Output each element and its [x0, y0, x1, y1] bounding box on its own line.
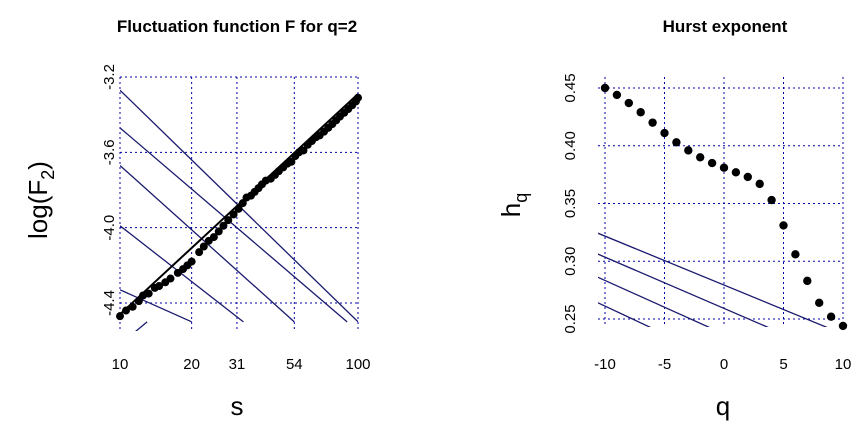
chart2-xtick-label-4: 10 [835, 356, 852, 373]
chart2-xtick-label-0: -10 [594, 356, 616, 373]
chart2-point-17 [803, 276, 812, 286]
chart2-point-12 [743, 172, 752, 182]
chart2-reference-line-1 [598, 253, 769, 327]
chart2-point-11 [731, 168, 741, 177]
chart1-point-22 [234, 204, 243, 213]
chart1-ylabel: log(F2) [23, 161, 58, 239]
chart1-point-3 [134, 297, 143, 306]
chart2-point-8 [696, 153, 705, 162]
chart2-reference-line-2 [598, 276, 710, 327]
chart2-ytick-label-1: 0.30 [562, 247, 579, 276]
chart1-point-21 [229, 210, 238, 219]
chart1-point-9 [166, 274, 175, 283]
chart1-xtick-label-3: 54 [286, 356, 303, 373]
chart1-point-7 [155, 282, 164, 291]
chart2-reference-line-0 [598, 232, 828, 327]
chart1-point-0 [116, 312, 124, 321]
chart1-reference-line-5 [135, 321, 148, 331]
chart2-xtick-label-1: -5 [658, 356, 671, 373]
chart1-point-14 [195, 248, 204, 257]
chart2-reference-lines [593, 232, 828, 334]
chart1-reference-line-1 [120, 127, 348, 323]
chart2-title: Hurst exponent [663, 17, 788, 36]
chart1-ytick-label-3: -3.2 [101, 64, 118, 90]
chart2-ylabel-base: h [496, 203, 526, 217]
chart2-point-3 [636, 108, 645, 117]
chart1-xtick-label-0: 10 [112, 356, 129, 373]
chart1-point-2 [128, 302, 137, 311]
chart1-point-18 [214, 227, 223, 236]
chart2-ytick-label-2: 0.35 [562, 189, 579, 218]
chart2-ytick-label-0: 0.25 [562, 304, 579, 333]
chart1-point-19 [219, 221, 228, 230]
chart1-point-20 [224, 216, 233, 225]
chart2-reference-line-3 [598, 302, 652, 327]
chart1-xtick-label-2: 31 [229, 356, 246, 373]
chart1-point-15 [199, 242, 208, 251]
chart1-point-13 [187, 257, 196, 266]
chart1-ylabel-base: log(F [23, 180, 53, 239]
chart1-point-23 [238, 199, 247, 208]
chart2-xtick-label-3: 5 [779, 356, 787, 373]
chart1-ylabel-sub: 2 [38, 170, 58, 180]
chart2-plot: -10 -5 0 5 10 0.25 0.30 0.35 0.40 0.45 [562, 73, 851, 373]
chart1-plot: 10 20 31 54 100 -4.4 -4.0 -3.6 -3.2 [101, 64, 371, 373]
chart2-ytick-label-4: 0.45 [562, 73, 579, 102]
chart2-point-2 [624, 98, 633, 108]
chart2-point-4 [648, 118, 657, 127]
chart2-point-0 [600, 83, 610, 93]
chart1-xlabel: s [231, 391, 244, 421]
chart2-point-14 [767, 195, 776, 205]
chart1-point-17 [209, 233, 218, 242]
chart1-xtick-label-4: 100 [345, 356, 370, 373]
chart1-ytick-label-2: -3.6 [101, 139, 118, 165]
chart2-point-13 [755, 179, 764, 189]
chart1-point-35 [287, 157, 296, 166]
chart1-point-5 [144, 289, 153, 298]
chart1-point-38 [299, 146, 308, 155]
chart2-point-15 [779, 221, 788, 230]
chart2-xlabel: q [716, 391, 730, 421]
chart1-ytick-label-1: -4.0 [101, 215, 118, 241]
chart1-point-1 [122, 306, 131, 315]
chart2-point-1 [612, 90, 622, 100]
chart2-point-6 [672, 138, 681, 147]
chart2-point-20 [838, 321, 848, 331]
chart2-reference-line-4 [593, 326, 605, 334]
chart2-ylabel-sub: q [511, 193, 531, 203]
chart1-xtick-label-1: 20 [183, 356, 200, 373]
chart1-reference-line-4 [120, 289, 192, 323]
chart1-ytick-label-0: -4.4 [101, 290, 118, 316]
chart2-ylabel: hq [496, 193, 531, 217]
chart2-point-9 [707, 158, 717, 168]
chart2-point-5 [660, 128, 669, 138]
chart2-point-7 [684, 146, 693, 155]
chart2-point-18 [815, 298, 824, 308]
chart1-title: Fluctuation function F for q=2 [117, 17, 357, 36]
chart2-point-16 [791, 250, 800, 259]
chart2-xtick-label-2: 0 [720, 356, 728, 373]
chart2-point-19 [826, 312, 836, 321]
chart2-ytick-label-3: 0.40 [562, 131, 579, 160]
chart1-point-52 [354, 93, 362, 102]
chart1-ylabel-end: ) [23, 161, 53, 170]
chart2-point-10 [719, 163, 729, 172]
